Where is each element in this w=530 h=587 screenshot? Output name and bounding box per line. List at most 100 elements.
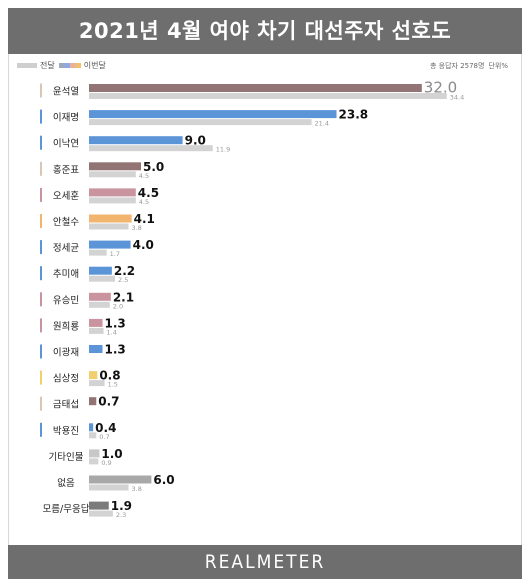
sample-size-note: 총 응답자 2578명	[429, 62, 485, 70]
bar-current	[89, 371, 98, 380]
bar-previous	[89, 93, 447, 99]
category-label: 기타인물	[49, 452, 84, 463]
bar-current	[89, 188, 136, 197]
bar-current	[89, 345, 103, 353]
category-marker	[40, 109, 42, 124]
value-label-previous: 2.5	[118, 276, 128, 284]
chart-title: 2021년 4월 여야 차기 대선주자 선호도	[8, 8, 522, 54]
category-label: 심상정	[53, 374, 79, 385]
legend-previous-label: 전달	[40, 61, 55, 70]
bar-current	[89, 266, 112, 275]
bar-current	[89, 136, 183, 145]
bar-current	[89, 501, 109, 510]
legend: 전달 이번달	[17, 61, 106, 71]
legend-previous-swatch	[17, 63, 37, 68]
bar-current	[89, 240, 131, 249]
category-label: 이낙연	[53, 139, 79, 150]
bar-current	[89, 423, 94, 432]
bar-previous	[89, 145, 213, 152]
bar-previous	[89, 432, 97, 439]
value-label-previous: 1.4	[107, 328, 117, 336]
value-label-previous: 2.3	[116, 511, 126, 519]
value-label-current: 32.0	[424, 79, 457, 97]
category-label: 모름/무응답	[43, 503, 90, 515]
category-marker	[40, 187, 42, 202]
value-label-previous: 2.0	[113, 302, 123, 310]
category-label: 홍준표	[53, 164, 79, 176]
value-label-current: 1.3	[105, 343, 126, 357]
bar-current	[89, 475, 152, 484]
bar-current	[89, 162, 141, 171]
category-marker	[40, 318, 42, 333]
category-label: 금태섭	[53, 400, 79, 411]
category-marker	[40, 240, 42, 255]
bar-previous	[89, 301, 110, 308]
category-label: 이광재	[53, 347, 79, 359]
bar-current	[89, 397, 97, 406]
value-label-current: 23.8	[339, 108, 369, 122]
footer-brand: REALMETER	[8, 545, 522, 579]
value-label-previous: 1.7	[110, 250, 120, 258]
value-label-previous: 4.5	[139, 198, 149, 206]
bar-current	[89, 318, 103, 327]
value-label-current: 6.0	[153, 473, 174, 487]
value-label-current: 1.9	[111, 499, 132, 513]
value-label-previous: 4.5	[139, 172, 149, 180]
bar-current	[89, 110, 337, 119]
value-label-current: 4.5	[138, 186, 159, 200]
value-label-previous: 21.4	[315, 120, 329, 128]
value-label-current: 4.0	[133, 238, 154, 252]
value-label-current: 2.1	[113, 290, 134, 304]
bar-previous	[89, 380, 105, 387]
bar-previous	[89, 484, 129, 491]
category-marker	[40, 214, 42, 228]
value-label-current: 1.0	[101, 447, 122, 461]
value-label-previous: 11.9	[216, 146, 230, 154]
category-label: 추미애	[53, 269, 79, 280]
category-marker	[40, 396, 42, 411]
value-label-current: 0.7	[98, 395, 119, 409]
category-marker	[40, 344, 42, 359]
category-label: 원희룡	[53, 321, 79, 332]
value-label-current: 1.3	[105, 316, 126, 330]
category-label: 이재명	[53, 113, 79, 124]
legend-current-label: 이번달	[83, 61, 106, 70]
value-label-current: 0.8	[99, 369, 120, 383]
bar-current	[89, 449, 100, 458]
value-label-current: 0.4	[95, 421, 116, 435]
category-label: 박용진	[53, 426, 79, 437]
bar-previous	[89, 119, 312, 126]
category-label: 없음	[57, 477, 75, 489]
chart-note: 총 응답자 2578명 단위%	[426, 61, 508, 71]
value-label-previous: 3.8	[132, 224, 142, 232]
value-label-previous: 1.5	[108, 381, 118, 389]
bar-current	[89, 292, 111, 301]
category-label: 오세훈	[53, 190, 79, 202]
bar-previous	[89, 275, 115, 282]
category-marker	[40, 135, 42, 150]
bar-previous	[89, 171, 136, 178]
category-marker	[40, 83, 42, 98]
category-label: 유승민	[53, 295, 79, 306]
value-label-previous: 0.7	[99, 433, 109, 441]
bar-current	[89, 214, 132, 223]
value-label-previous: 0.9	[101, 459, 111, 467]
bar-previous	[89, 458, 99, 465]
category-marker	[40, 422, 42, 437]
bar-previous	[89, 223, 129, 230]
bar-previous	[89, 197, 136, 204]
category-label: 윤석열	[53, 87, 79, 98]
bar-previous	[89, 249, 107, 256]
value-label-previous: 34.4	[450, 94, 464, 102]
value-label-current: 4.1	[134, 212, 155, 226]
value-label-previous: 3.8	[132, 485, 142, 493]
category-label: 안철수	[53, 217, 79, 228]
category-label: 정세균	[53, 243, 79, 254]
bar-current	[89, 84, 422, 92]
legend-current-swatch	[58, 63, 81, 68]
category-marker	[40, 292, 42, 307]
unit-note: 단위%	[488, 62, 508, 70]
bar-previous	[89, 510, 113, 517]
category-marker	[40, 266, 42, 281]
